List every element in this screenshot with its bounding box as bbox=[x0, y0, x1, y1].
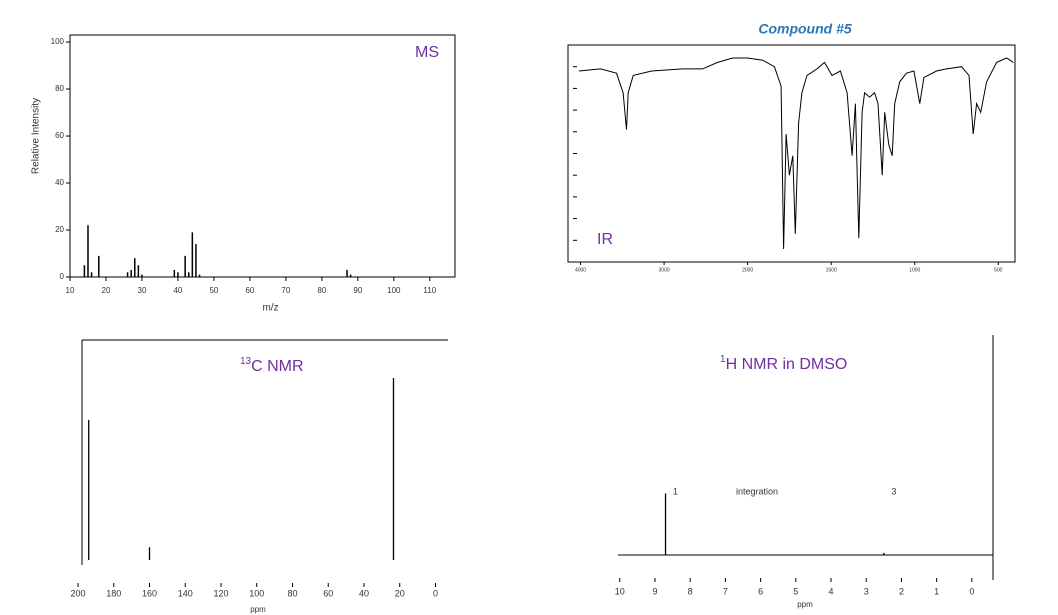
plot-frame bbox=[567, 44, 1016, 263]
x-tick-label: 70 bbox=[281, 286, 290, 295]
y-tick-label: 20 bbox=[55, 225, 64, 234]
x-tick-label: 4 bbox=[829, 586, 834, 596]
panel: MS 0 20 40 60 80 100 10 20 30 40 50 60 70 80 90 100 110 m/… bbox=[31, 34, 456, 314]
x-axis-label: m/z bbox=[262, 303, 278, 314]
x-tick-label: 100 bbox=[249, 588, 264, 598]
x-tick-label: 120 bbox=[213, 588, 228, 598]
x-tick-label: 4000 bbox=[575, 267, 586, 273]
label-text: IR bbox=[597, 231, 613, 248]
x-tick-label: 20 bbox=[102, 286, 111, 295]
x-tick-label: 40 bbox=[359, 588, 369, 598]
x-axis-label: ppm bbox=[250, 605, 266, 614]
x-tick-label: 10 bbox=[615, 586, 625, 596]
x-tick-label: 50 bbox=[209, 286, 218, 295]
x-tick-label: 10 bbox=[66, 286, 75, 295]
x-tick-label: 1000 bbox=[909, 267, 920, 273]
x-tick-label: 160 bbox=[142, 588, 157, 598]
spectrum-label: IR bbox=[597, 231, 613, 248]
spectrum-label: 1H NMR in DMSO bbox=[720, 354, 847, 374]
x-tick-label: 30 bbox=[138, 286, 147, 295]
x-tick-label: 80 bbox=[317, 286, 326, 295]
label-text: C NMR bbox=[251, 358, 303, 375]
label-text: MS bbox=[415, 44, 439, 61]
x-tick-label: 20 bbox=[395, 588, 405, 598]
x-tick-label: 40 bbox=[173, 286, 182, 295]
ir-trace bbox=[578, 57, 1014, 250]
y-tick-label: 100 bbox=[51, 37, 65, 46]
x-tick-label: 3 bbox=[864, 586, 869, 596]
integration-label: integration bbox=[736, 486, 778, 496]
y-tick-label: 60 bbox=[55, 131, 64, 140]
x-axis-label: ppm bbox=[797, 600, 813, 609]
x-tick-label: 100 bbox=[387, 286, 401, 295]
integration-value: 1 bbox=[673, 486, 678, 496]
x-tick-label: 140 bbox=[178, 588, 193, 598]
x-tick-label: 0 bbox=[433, 588, 438, 598]
x-tick-label: 5 bbox=[793, 586, 798, 596]
y-tick-label: 0 bbox=[60, 272, 65, 281]
figure-title: Compound #5 bbox=[758, 21, 852, 37]
x-tick-label: 60 bbox=[245, 286, 254, 295]
y-tick-label: 40 bbox=[55, 178, 64, 187]
x-tick-label: 90 bbox=[353, 286, 362, 295]
panel: IR 4000 3000 2000 1500 1000 500 bbox=[567, 44, 1016, 273]
x-tick-label: 3000 bbox=[659, 267, 670, 273]
x-tick-label: 110 bbox=[423, 286, 436, 295]
y-axis-label: Relative Intensity bbox=[31, 98, 42, 174]
integration-value: 3 bbox=[891, 486, 896, 496]
spectrum-label: MS bbox=[415, 44, 439, 61]
label-superscript: 13 bbox=[240, 356, 252, 367]
label-text: H NMR in DMSO bbox=[726, 356, 848, 373]
x-tick-label: 500 bbox=[994, 267, 1003, 273]
x-tick-label: 7 bbox=[723, 586, 728, 596]
x-tick-label: 6 bbox=[758, 586, 763, 596]
x-tick-label: 180 bbox=[106, 588, 121, 598]
label-superscript: 1 bbox=[720, 354, 726, 365]
x-tick-label: 60 bbox=[323, 588, 333, 598]
x-tick-label: 9 bbox=[652, 586, 657, 596]
plot-frame bbox=[69, 34, 456, 278]
x-tick-label: 200 bbox=[70, 588, 85, 598]
x-tick-label: 8 bbox=[688, 586, 693, 596]
y-tick-label: 80 bbox=[55, 84, 64, 93]
spectrum-label: 13C NMR bbox=[240, 356, 304, 376]
x-tick-label: 1500 bbox=[826, 267, 837, 273]
x-tick-label: 80 bbox=[287, 588, 297, 598]
x-tick-label: 0 bbox=[969, 586, 974, 596]
x-tick-label: 2000 bbox=[742, 267, 753, 273]
x-tick-label: 1 bbox=[934, 586, 939, 596]
x-tick-label: 2 bbox=[899, 586, 904, 596]
